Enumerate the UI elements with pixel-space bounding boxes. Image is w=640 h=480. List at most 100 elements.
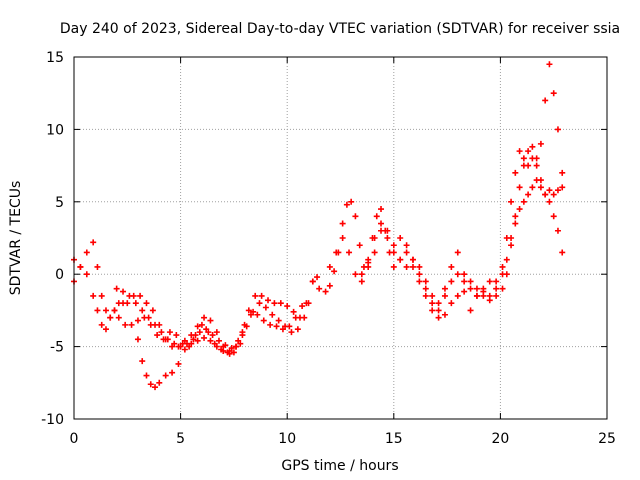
data-point bbox=[416, 263, 423, 270]
data-point bbox=[559, 249, 566, 256]
data-point bbox=[286, 323, 293, 330]
data-point bbox=[173, 332, 180, 339]
data-point bbox=[326, 263, 333, 270]
data-point bbox=[256, 300, 263, 307]
data-point bbox=[533, 177, 540, 184]
data-point bbox=[542, 97, 549, 104]
data-point bbox=[258, 292, 265, 299]
data-point bbox=[233, 343, 240, 350]
data-point bbox=[115, 314, 122, 321]
data-point bbox=[384, 235, 391, 241]
data-point bbox=[529, 184, 536, 191]
data-point bbox=[516, 184, 523, 191]
data-point bbox=[194, 323, 201, 330]
data-point bbox=[102, 307, 109, 314]
data-point bbox=[499, 263, 506, 270]
data-point bbox=[339, 220, 346, 227]
data-point bbox=[134, 317, 141, 324]
data-point bbox=[473, 292, 480, 299]
data-point bbox=[467, 285, 474, 292]
data-point bbox=[358, 271, 365, 278]
data-point bbox=[277, 300, 284, 307]
data-point bbox=[480, 292, 487, 299]
y-tick-label: -10 bbox=[41, 412, 64, 428]
data-point bbox=[83, 271, 90, 278]
data-point bbox=[390, 249, 397, 256]
data-point bbox=[149, 307, 156, 314]
data-point bbox=[177, 343, 184, 350]
data-point bbox=[166, 329, 173, 336]
data-point bbox=[520, 198, 527, 205]
data-point bbox=[139, 307, 146, 314]
data-point bbox=[254, 311, 261, 318]
data-point bbox=[546, 187, 553, 194]
y-tick-label: 10 bbox=[46, 122, 64, 138]
data-point bbox=[486, 278, 493, 285]
data-point bbox=[448, 263, 455, 270]
data-point bbox=[201, 334, 208, 341]
x-tick-label: 15 bbox=[385, 431, 403, 447]
data-point bbox=[322, 288, 329, 295]
data-point bbox=[435, 314, 442, 321]
data-point bbox=[371, 249, 378, 256]
data-point bbox=[294, 326, 301, 333]
data-point bbox=[299, 303, 306, 310]
data-point bbox=[454, 271, 461, 278]
data-point bbox=[290, 308, 297, 315]
data-point bbox=[275, 317, 282, 324]
data-point bbox=[403, 249, 410, 256]
data-point bbox=[309, 278, 316, 285]
data-point bbox=[158, 329, 165, 336]
data-point bbox=[203, 326, 210, 333]
data-point bbox=[409, 263, 416, 270]
data-point bbox=[422, 285, 429, 292]
data-point bbox=[213, 343, 220, 350]
data-point bbox=[546, 61, 553, 68]
data-point bbox=[473, 285, 480, 292]
data-point bbox=[152, 321, 159, 328]
data-point bbox=[279, 326, 286, 333]
data-point bbox=[145, 314, 152, 321]
data-point bbox=[215, 337, 222, 344]
data-point bbox=[533, 155, 540, 162]
data-point bbox=[220, 347, 227, 354]
data-point bbox=[90, 239, 97, 246]
data-point bbox=[422, 292, 429, 299]
data-point bbox=[90, 292, 97, 299]
data-point bbox=[194, 337, 201, 344]
data-point bbox=[239, 332, 246, 339]
data-point bbox=[152, 384, 159, 391]
data-point bbox=[512, 220, 519, 227]
data-point bbox=[339, 235, 346, 241]
data-point bbox=[365, 263, 372, 270]
data-point bbox=[352, 271, 359, 278]
data-point bbox=[111, 307, 118, 314]
data-point bbox=[537, 140, 544, 147]
data-point bbox=[397, 235, 404, 241]
data-point bbox=[207, 317, 214, 324]
data-point bbox=[358, 278, 365, 285]
data-point bbox=[508, 242, 515, 249]
data-point bbox=[126, 292, 133, 299]
data-point bbox=[516, 148, 523, 155]
y-tick-label: 0 bbox=[55, 267, 64, 283]
data-point bbox=[190, 336, 197, 343]
y-tick-label: 5 bbox=[55, 195, 64, 211]
data-point bbox=[461, 288, 468, 295]
data-point bbox=[403, 242, 410, 249]
data-point bbox=[454, 292, 461, 299]
data-points bbox=[71, 61, 566, 391]
data-point bbox=[416, 271, 423, 278]
x-tick-label: 5 bbox=[176, 431, 185, 447]
data-point bbox=[441, 311, 448, 318]
data-point bbox=[416, 278, 423, 285]
data-point bbox=[384, 227, 391, 234]
data-point bbox=[333, 249, 340, 256]
data-point bbox=[122, 321, 129, 328]
data-point bbox=[209, 332, 216, 339]
data-point bbox=[143, 372, 150, 379]
data-point bbox=[241, 321, 248, 328]
data-point bbox=[147, 381, 154, 388]
data-point bbox=[77, 263, 84, 270]
